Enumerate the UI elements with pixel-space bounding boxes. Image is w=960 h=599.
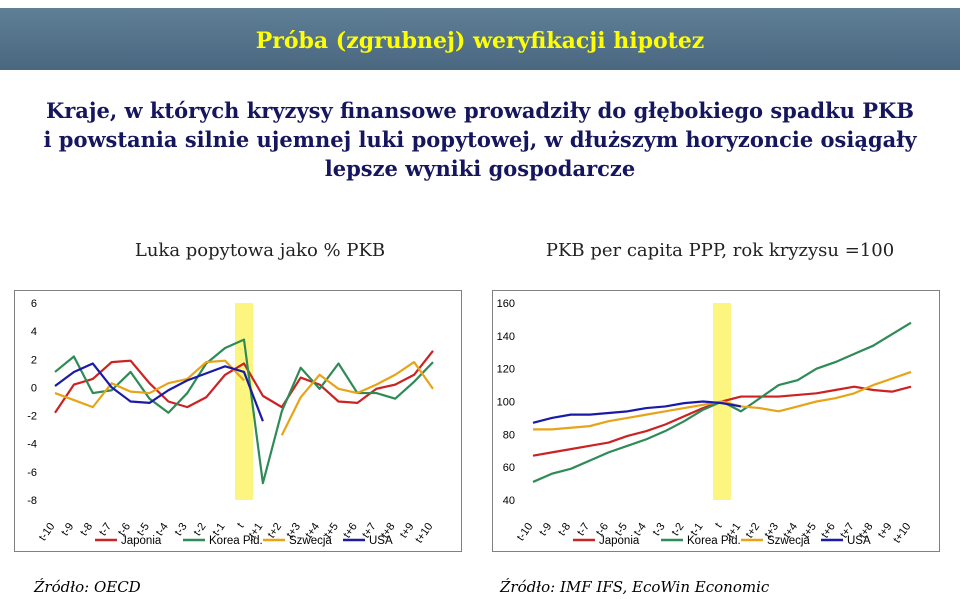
x-tick-label: t xyxy=(713,521,725,530)
y-tick-label: 160 xyxy=(497,298,515,310)
y-tick-label: -6 xyxy=(27,467,37,479)
series-line-4 xyxy=(54,362,264,422)
series-line-4 xyxy=(532,400,742,424)
legend-label: Szwecja xyxy=(767,535,810,547)
series-line-2 xyxy=(54,338,434,485)
x-tick-label: t-8 xyxy=(78,521,95,538)
y-tick-label: 40 xyxy=(503,495,515,507)
x-tick-label: t+6 xyxy=(341,521,360,541)
x-tick-label: t+2 xyxy=(743,521,762,541)
x-tick-label: t xyxy=(235,521,247,530)
x-tick-label: t-9 xyxy=(537,521,554,538)
series-line-3 xyxy=(54,359,245,409)
legend-label: USA xyxy=(369,535,393,547)
y-tick-label: -8 xyxy=(27,495,37,507)
x-tick-label: t-3 xyxy=(651,521,668,538)
y-tick-label: 2 xyxy=(31,354,37,366)
series-line-3 xyxy=(533,370,912,431)
legend-label: Japonia xyxy=(599,535,640,547)
subtitle-line-2: i powstania silnie ujemnej luki popytowe… xyxy=(43,127,917,152)
x-tick-label: t-7 xyxy=(97,521,114,538)
y-tick-label: 100 xyxy=(497,397,515,409)
x-tick-label: t-2 xyxy=(191,521,208,538)
right-chart-title: PKB per capita PPP, rok kryzysu =100 xyxy=(545,240,895,261)
y-tick-label: 4 xyxy=(31,326,37,338)
legend-label: USA xyxy=(847,535,871,547)
output-gap-chart: -8 -6 -4 -2 0 2 4 6 t-10 t-9 t-8 t-7 t-6 t-5 t-4 t-3 t-2… xyxy=(14,290,462,552)
x-tick-label: t+6 xyxy=(819,521,838,541)
series-line-3 xyxy=(280,360,434,436)
x-tick-label: t-3 xyxy=(173,521,190,538)
y-tick-label: 140 xyxy=(497,331,515,343)
x-tick-label: t-2 xyxy=(669,521,686,538)
y-tick-label: -2 xyxy=(27,411,37,423)
x-tick-label: t+10 xyxy=(891,521,913,546)
title-bar: Próba (zgrubnej) weryfikacji hipotez xyxy=(0,8,960,70)
left-source-note: Źródło: OECD xyxy=(34,578,141,596)
x-tick-label: t+10 xyxy=(413,521,435,546)
x-tick-label: t-9 xyxy=(59,521,76,538)
x-tick-label: t+2 xyxy=(265,521,284,541)
y-tick-label: 120 xyxy=(497,364,515,376)
subtitle-line-1: Kraje, w których kryzysy finansowe prowa… xyxy=(45,98,915,123)
gdp-per-capita-chart: 40 60 80 100 120 140 160 t-10 t-9 t-8 t-7 t-6 t-5 t-4… xyxy=(492,290,940,552)
slide-title: Próba (zgrubnej) weryfikacji hipotez xyxy=(255,28,705,54)
y-tick-label: -4 xyxy=(27,439,37,451)
legend-label: Korea Płd. xyxy=(209,535,263,547)
x-tick-label: t-8 xyxy=(556,521,573,538)
legend-label: Szwecja xyxy=(289,535,332,547)
x-tick-label: t-10 xyxy=(37,521,58,543)
y-tick-label: 6 xyxy=(31,298,37,310)
y-tick-label: 80 xyxy=(503,429,515,441)
subtitle-line-3: lepsze wyniki gospodarcze xyxy=(324,156,636,181)
x-tick-label: t-7 xyxy=(575,521,592,538)
legend-label: Japonia xyxy=(121,535,162,547)
y-tick-label: 0 xyxy=(31,382,37,394)
y-tick-label: 60 xyxy=(503,462,515,474)
right-source-note: Źródło: IMF IFS, EcoWin Economic xyxy=(500,578,770,596)
crisis-year-highlight xyxy=(235,303,253,500)
x-tick-label: t-10 xyxy=(515,521,536,543)
legend-label: Korea Płd. xyxy=(687,535,741,547)
left-chart-title: Luka popytowa jako % PKB xyxy=(134,240,386,261)
slide-subtitle: Kraje, w których kryzysy finansowe prowa… xyxy=(20,96,940,183)
